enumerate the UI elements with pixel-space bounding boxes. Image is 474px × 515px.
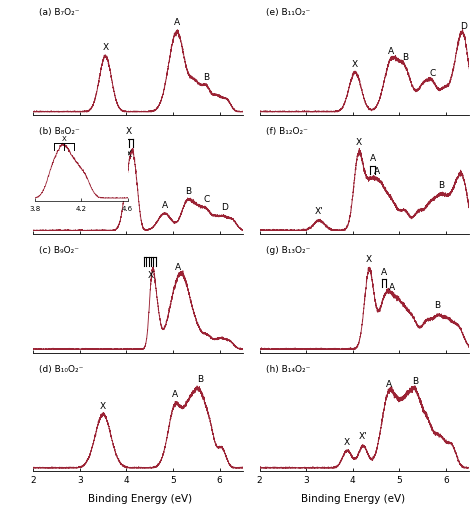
Text: X: X — [100, 402, 106, 411]
Text: (b) B₈O₂⁻: (b) B₈O₂⁻ — [39, 127, 80, 136]
Text: A: A — [374, 166, 380, 176]
Text: X: X — [147, 271, 154, 280]
Text: D: D — [460, 22, 467, 31]
Text: X: X — [352, 60, 358, 70]
Text: X: X — [126, 127, 132, 136]
Text: X: X — [126, 150, 132, 159]
Text: (a) B₇O₂⁻: (a) B₇O₂⁻ — [39, 8, 80, 18]
Text: X: X — [356, 138, 362, 147]
Text: X: X — [366, 255, 372, 264]
Text: B: B — [197, 375, 203, 384]
Text: B: B — [203, 73, 210, 82]
Text: C: C — [203, 195, 210, 204]
Text: A: A — [162, 201, 168, 210]
Text: (g) B₁₃O₂⁻: (g) B₁₃O₂⁻ — [266, 246, 310, 255]
Text: Binding Energy (eV): Binding Energy (eV) — [88, 494, 192, 504]
Text: (h) B₁₄O₂⁻: (h) B₁₄O₂⁻ — [266, 365, 310, 373]
Text: A: A — [389, 283, 395, 291]
Text: A: A — [381, 268, 387, 277]
Text: B: B — [435, 301, 441, 310]
Text: A: A — [386, 380, 392, 389]
Text: C: C — [430, 68, 436, 78]
Text: (f) B₁₂O₂⁻: (f) B₁₂O₂⁻ — [266, 127, 308, 136]
Text: B: B — [402, 53, 408, 62]
Text: X': X' — [359, 433, 367, 441]
Text: X: X — [344, 438, 350, 447]
Text: X': X' — [315, 207, 324, 216]
Text: A: A — [174, 263, 181, 272]
Text: (d) B₁₀O₂⁻: (d) B₁₀O₂⁻ — [39, 365, 84, 373]
Text: (c) B₉O₂⁻: (c) B₉O₂⁻ — [39, 246, 80, 255]
Text: B: B — [413, 377, 419, 386]
Text: A: A — [173, 18, 180, 27]
Text: D: D — [221, 203, 228, 212]
Text: X: X — [102, 43, 109, 53]
Text: A: A — [370, 154, 376, 163]
Text: Binding Energy (eV): Binding Energy (eV) — [301, 494, 405, 504]
Text: A: A — [172, 390, 178, 400]
Text: A: A — [388, 47, 394, 56]
Text: B: B — [438, 181, 444, 190]
Text: B: B — [185, 186, 191, 196]
Text: (e) B₁₁O₂⁻: (e) B₁₁O₂⁻ — [266, 8, 310, 18]
